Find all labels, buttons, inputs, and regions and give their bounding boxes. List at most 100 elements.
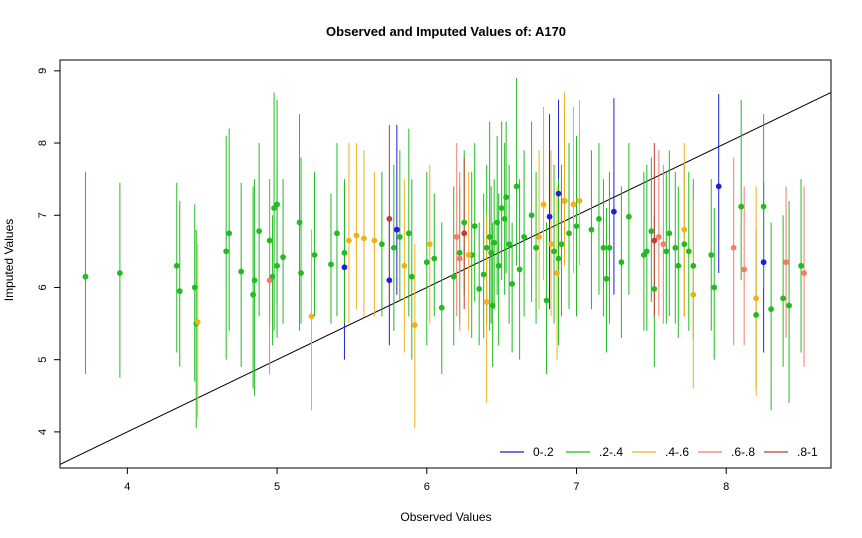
data-point (465, 252, 472, 258)
data-point (353, 232, 360, 239)
data-point (296, 219, 303, 226)
data-point (408, 273, 415, 280)
data-point (561, 197, 568, 204)
data-point (191, 284, 198, 291)
data-point (768, 306, 775, 313)
x-tick-label: 4 (124, 481, 130, 493)
data-point (341, 249, 348, 256)
data-point (546, 213, 553, 220)
legend-label: .4-.6 (665, 445, 689, 459)
data-point (600, 244, 607, 251)
data-point (651, 237, 658, 244)
legend-label: .8-1 (797, 445, 818, 459)
data-point (341, 264, 348, 271)
data-point (226, 230, 233, 237)
data-point (675, 262, 682, 269)
data-point (423, 259, 430, 266)
data-point (311, 252, 318, 258)
data-point (753, 295, 760, 302)
data-point (551, 248, 557, 255)
data-point (456, 255, 463, 262)
data-point (753, 312, 760, 318)
data-point (498, 205, 505, 211)
y-tick-label: 8 (37, 140, 49, 146)
data-point (116, 270, 123, 276)
data-point (738, 203, 745, 210)
data-point (625, 213, 632, 220)
data-point (461, 219, 468, 226)
legend-label: .2-.4 (599, 445, 623, 459)
plot-frame (59, 59, 832, 469)
data-point (570, 201, 577, 208)
data-point (730, 244, 737, 251)
data-point (334, 230, 340, 237)
data-point (476, 286, 483, 292)
data-point (483, 299, 490, 305)
data-point (483, 244, 490, 251)
data-point (438, 304, 445, 311)
data-point (494, 219, 501, 226)
data-point (555, 255, 562, 262)
data-point (540, 201, 547, 208)
data-point (648, 228, 655, 235)
x-tick-label: 8 (723, 481, 729, 493)
data-point (471, 223, 478, 229)
data-point (690, 291, 697, 298)
data-point (491, 239, 498, 246)
legend-label: .6-.8 (731, 445, 755, 459)
data-point (786, 302, 792, 309)
data-point (488, 249, 495, 256)
data-point (501, 215, 508, 222)
data-point (280, 254, 286, 261)
data-point (426, 241, 433, 248)
data-point (194, 319, 201, 326)
data-point (361, 235, 367, 242)
data-point (555, 190, 562, 197)
data-point (715, 183, 722, 190)
y-tick-label: 6 (37, 284, 49, 290)
data-point (543, 297, 550, 304)
data-point (798, 262, 804, 269)
data-point (660, 241, 667, 248)
data-point (393, 226, 400, 233)
data-point (250, 291, 257, 298)
data-point (588, 226, 595, 233)
data-point (672, 244, 679, 251)
data-point (489, 302, 496, 309)
data-point (783, 259, 789, 266)
data-point (801, 270, 807, 276)
data-point (461, 230, 468, 237)
chart-title: Observed and Imputed Values of: A170 (326, 24, 566, 39)
y-axis-label: Imputed Values (2, 219, 16, 302)
y-tick-label: 7 (37, 212, 49, 218)
data-point (554, 270, 560, 276)
data-point (506, 241, 513, 248)
data-point (266, 237, 273, 244)
legend-label: 0-.2 (533, 445, 554, 459)
data-point (173, 262, 180, 269)
data-point (666, 230, 673, 237)
data-point (371, 237, 378, 244)
data-point (328, 261, 334, 268)
data-point (681, 241, 688, 248)
data-point (390, 244, 397, 251)
data-point (606, 244, 613, 251)
data-point (274, 201, 280, 208)
data-point (596, 215, 602, 222)
data-point (760, 259, 767, 266)
data-point (566, 230, 572, 237)
y-tick-label: 9 (37, 68, 49, 74)
data-point (405, 230, 412, 237)
data-point (711, 284, 718, 291)
data-point (503, 194, 510, 201)
y-tick-label: 4 (37, 429, 49, 435)
data-point (643, 248, 650, 255)
data-point (456, 249, 463, 256)
data-point (760, 203, 767, 210)
data-point (495, 262, 502, 269)
data-point (453, 234, 460, 240)
data-point (82, 273, 89, 280)
data-point (548, 241, 554, 248)
data-point (573, 223, 580, 229)
